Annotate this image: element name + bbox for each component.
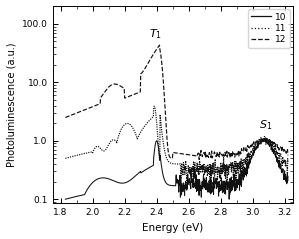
Text: $S_1$: $S_1$: [259, 118, 272, 132]
Y-axis label: Photoluminescence (a.u.): Photoluminescence (a.u.): [6, 43, 16, 167]
Text: $T_1$: $T_1$: [149, 28, 162, 41]
Legend: 10, 11, 12: 10, 11, 12: [248, 9, 290, 48]
X-axis label: Energy (eV): Energy (eV): [142, 223, 203, 233]
